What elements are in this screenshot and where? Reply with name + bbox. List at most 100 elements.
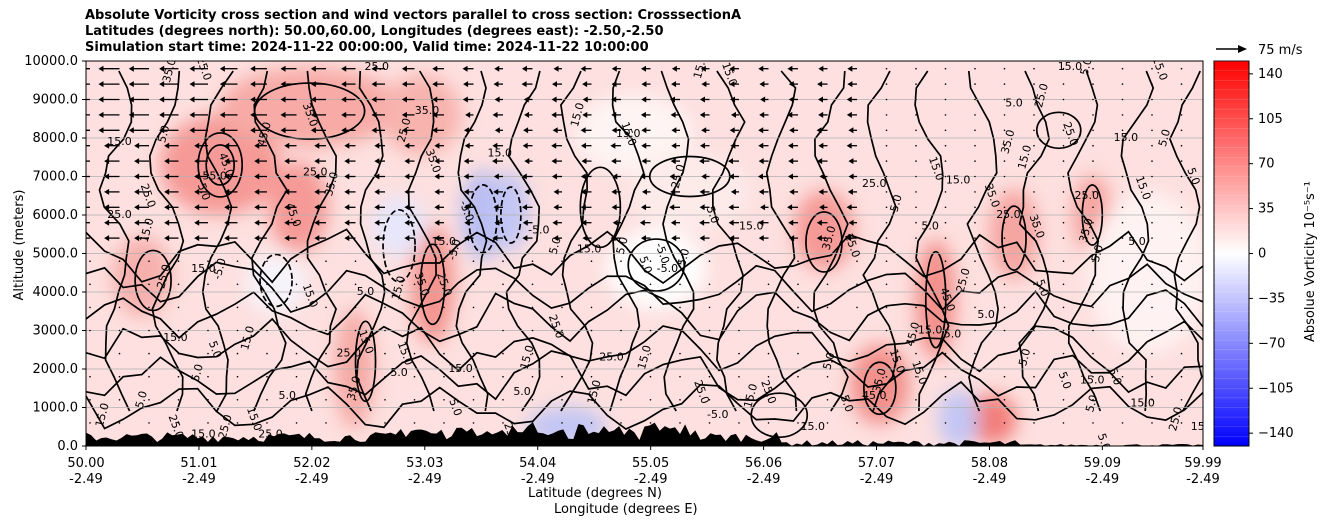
- wind-vector-head: [611, 188, 617, 195]
- wind-vector: [118, 260, 121, 263]
- wind-vector: [354, 399, 357, 401]
- wind-vector: [1062, 67, 1065, 70]
- wind-vector-head: [434, 158, 440, 165]
- wind-vector-head: [818, 188, 824, 195]
- wind-vector-head: [159, 96, 165, 103]
- wind-vector-head: [341, 127, 347, 134]
- contour-label: 5.0: [821, 351, 838, 371]
- wind-vector: [1003, 221, 1006, 224]
- wind-vector-head: [254, 204, 260, 211]
- y-tick-label: 9000.0: [33, 93, 79, 108]
- contour-label: 5.0: [675, 247, 692, 267]
- wind-vector: [767, 399, 770, 401]
- wind-vector-head: [788, 158, 794, 165]
- wind-vector: [295, 329, 298, 332]
- wind-vector: [502, 283, 504, 286]
- wind-vector-head: [758, 158, 764, 165]
- wind-vector: [1180, 144, 1183, 147]
- wind-vector: [561, 329, 563, 332]
- wind-vector: [708, 375, 711, 378]
- x-tick-label-lat: 52.02: [293, 456, 330, 471]
- wind-vector-head: [730, 96, 736, 103]
- wind-vector-head: [224, 188, 230, 195]
- contour-label: 25.0: [154, 263, 173, 290]
- contour-line: [1001, 205, 1027, 271]
- wind-vector: [443, 399, 445, 401]
- wind-vector-head: [551, 158, 557, 165]
- wind-vector: [1062, 352, 1065, 355]
- wind-vector-head: [159, 127, 165, 134]
- wind-vector-head: [371, 81, 377, 88]
- wind-vector: [89, 422, 91, 424]
- wind-vector-head: [344, 235, 350, 242]
- wind-vector-head: [310, 127, 316, 134]
- wind-vector: [826, 375, 829, 378]
- wind-vector-head: [371, 111, 377, 118]
- vorticity-blob: [606, 228, 707, 309]
- wind-vector: [148, 352, 150, 355]
- wind-vector-head: [670, 158, 676, 165]
- wind-vector-head: [553, 204, 559, 211]
- wind-vector-head: [189, 81, 195, 88]
- wind-vector: [384, 375, 386, 378]
- wind-vector: [885, 352, 888, 355]
- wind-vector: [1033, 329, 1035, 332]
- wind-vector-head: [68, 112, 73, 118]
- contour-line: [560, 70, 594, 412]
- wind-vector: [561, 422, 563, 424]
- wind-vector: [738, 306, 740, 309]
- wind-vector: [1003, 175, 1006, 178]
- wind-vector-head: [74, 189, 79, 195]
- wind-vector-head: [434, 142, 440, 149]
- colorbar-tick-label: 140: [1258, 67, 1283, 82]
- wind-vector: [561, 399, 563, 401]
- wind-vector: [1092, 144, 1094, 147]
- contour-label: 5.0: [1095, 432, 1113, 453]
- wind-vector: [1151, 329, 1153, 332]
- contour-label: 5.0: [1128, 235, 1146, 248]
- wind-vector: [826, 422, 829, 424]
- wind-vector-head: [848, 127, 854, 134]
- wind-vector: [148, 260, 150, 263]
- wind-vector-head: [671, 142, 677, 149]
- contour-label: 15.0: [389, 275, 408, 302]
- wind-vector: [915, 422, 917, 424]
- wind-vector-head: [819, 173, 825, 180]
- contour-label: 5.0: [921, 220, 939, 233]
- contour-label: 35.0: [820, 224, 839, 251]
- contour-label: 15.0: [741, 382, 760, 409]
- wind-vector: [974, 237, 976, 239]
- contour-line: [98, 70, 133, 412]
- x-tick-label-lat: 50.00: [67, 456, 104, 471]
- wind-vector-head: [164, 173, 170, 180]
- wind-vector: [679, 329, 681, 332]
- contour-label: 15.0: [577, 243, 602, 256]
- wind-vector: [915, 129, 917, 132]
- wind-vector: [649, 260, 652, 263]
- wind-vector: [561, 283, 563, 286]
- wind-vector-head: [134, 235, 140, 242]
- wind-vector: [1121, 191, 1124, 193]
- wind-vector-head: [404, 235, 410, 242]
- wind-vector-head: [729, 235, 735, 242]
- x-tick-label-lon: -2.49: [1086, 472, 1120, 487]
- wind-vector-head: [846, 142, 852, 149]
- wind-vector-head: [493, 173, 499, 180]
- wind-vector: [590, 283, 593, 286]
- wind-vector-head: [611, 81, 617, 88]
- wind-vector-head: [846, 204, 852, 211]
- wind-vector: [1092, 129, 1094, 132]
- wind-vector-head: [524, 111, 530, 118]
- wind-vector: [1180, 129, 1183, 132]
- wind-vector: [856, 375, 858, 378]
- wind-vector-head: [314, 158, 320, 165]
- wind-vector-head: [280, 127, 286, 134]
- wind-vector-head: [610, 142, 616, 149]
- contour-label: 5.0: [1033, 278, 1051, 299]
- wind-vector: [384, 283, 386, 286]
- contour-label: 15.0: [946, 173, 971, 186]
- wind-vector-head: [553, 235, 559, 242]
- wind-vector-head: [493, 204, 499, 211]
- wind-vector-head: [580, 204, 586, 211]
- wind-vector: [1062, 306, 1065, 309]
